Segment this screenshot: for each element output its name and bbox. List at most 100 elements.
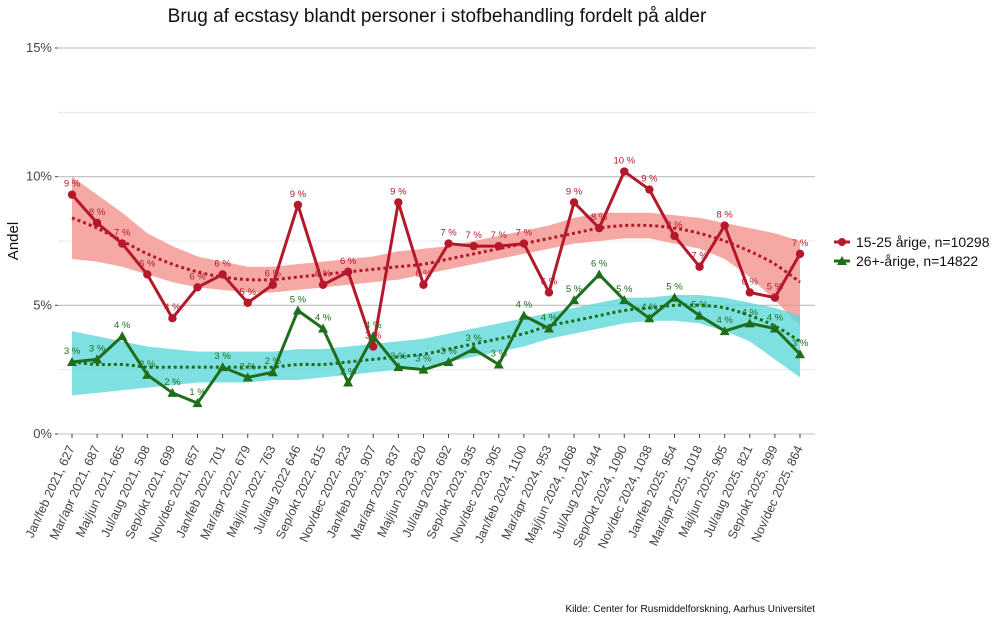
confidence-band bbox=[72, 295, 800, 396]
data-label: 3 % bbox=[491, 349, 508, 360]
data-label: 6 % bbox=[189, 271, 206, 282]
data-point bbox=[745, 288, 754, 297]
data-point bbox=[268, 280, 278, 289]
data-label: 4 % bbox=[315, 312, 332, 323]
data-point bbox=[493, 359, 504, 369]
data-point bbox=[394, 198, 403, 207]
confidence-bands bbox=[72, 176, 800, 396]
data-point bbox=[543, 323, 554, 333]
data-point bbox=[795, 349, 805, 359]
data-point bbox=[343, 377, 354, 387]
series-line bbox=[70, 170, 802, 349]
data-label: 5 % bbox=[566, 284, 583, 295]
data-point bbox=[167, 387, 178, 397]
data-label: 7 % bbox=[465, 230, 482, 241]
data-label: 4 % bbox=[114, 320, 131, 331]
data-label: 4 % bbox=[641, 302, 658, 313]
data-point bbox=[292, 305, 303, 315]
data-label: 3 % bbox=[89, 343, 106, 354]
legend-label: 15-25 årige, n=10298 bbox=[856, 234, 990, 250]
data-label: 3 % bbox=[365, 331, 382, 342]
data-label: 3 % bbox=[64, 346, 81, 357]
data-label: 4 % bbox=[717, 315, 734, 326]
data-point bbox=[393, 362, 404, 372]
data-point bbox=[143, 270, 152, 279]
data-point bbox=[343, 267, 353, 277]
data-point bbox=[670, 231, 679, 241]
y-axis-ticks: 0% 5% 10% 15% bbox=[26, 40, 58, 441]
data-label: 7 % bbox=[440, 228, 457, 239]
data-label: 2 % bbox=[340, 367, 357, 378]
data-label: 4 % bbox=[365, 320, 382, 331]
data-label: 9 % bbox=[390, 186, 407, 197]
data-point bbox=[744, 318, 755, 328]
series-lines bbox=[67, 167, 805, 408]
data-label: 8 % bbox=[89, 207, 106, 218]
data-label: 10 % bbox=[613, 156, 635, 167]
data-label: 3 % bbox=[214, 351, 231, 362]
data-point bbox=[118, 239, 127, 248]
data-label: 2 % bbox=[240, 361, 257, 372]
data-point bbox=[644, 313, 655, 323]
data-point bbox=[243, 298, 252, 307]
data-point bbox=[594, 223, 604, 233]
data-point bbox=[694, 310, 705, 320]
data-label: 6 % bbox=[415, 269, 432, 280]
data-point bbox=[569, 295, 580, 305]
y-tick-label: 0% bbox=[33, 426, 52, 441]
data-label: 3 % bbox=[390, 351, 407, 362]
data-point bbox=[645, 185, 654, 194]
data-point bbox=[117, 331, 128, 341]
data-label: 8 % bbox=[717, 210, 734, 221]
data-point bbox=[544, 288, 554, 297]
data-point bbox=[193, 283, 202, 292]
data-label: 6 % bbox=[214, 258, 231, 269]
data-point bbox=[519, 239, 529, 248]
data-label: 6 % bbox=[139, 258, 156, 269]
data-point bbox=[594, 269, 605, 279]
data-point bbox=[168, 314, 177, 323]
data-point bbox=[92, 218, 102, 228]
data-label: 6 % bbox=[541, 276, 558, 287]
data-label: 8 % bbox=[666, 220, 683, 231]
data-point bbox=[770, 293, 780, 302]
data-point bbox=[468, 344, 479, 354]
data-point bbox=[695, 262, 704, 271]
data-label: 6 % bbox=[591, 258, 608, 269]
data-label: 5 % bbox=[691, 300, 708, 311]
data-point bbox=[418, 364, 429, 374]
legend-key-marker bbox=[837, 256, 847, 265]
data-point bbox=[293, 200, 303, 210]
data-point bbox=[318, 280, 328, 289]
data-label: 2 % bbox=[265, 356, 282, 367]
trend-lines bbox=[71, 216, 801, 369]
data-point bbox=[620, 167, 629, 176]
data-label: 5 % bbox=[666, 282, 683, 293]
data-label: 7 % bbox=[516, 228, 533, 239]
data-label: 9 % bbox=[64, 179, 81, 190]
trend-line bbox=[71, 216, 801, 284]
data-point bbox=[67, 356, 77, 366]
data-label: 3 % bbox=[465, 333, 482, 344]
y-tick-label: 5% bbox=[33, 297, 52, 312]
data-label: 7 % bbox=[114, 228, 131, 239]
data-label: 5 % bbox=[240, 287, 257, 298]
data-label: 9 % bbox=[566, 186, 583, 197]
data-label: 6 % bbox=[315, 269, 332, 280]
data-label: 4 % bbox=[742, 307, 759, 318]
data-label: 9 % bbox=[641, 174, 658, 185]
data-label: 4 % bbox=[516, 300, 533, 311]
data-point bbox=[444, 239, 453, 248]
data-point bbox=[569, 198, 579, 207]
data-labels: 9 % 8 % 7 % 6 % 4 % 6 % 6 % 5 % 6 % 9 % 6 % 6 % 3 % 9… bbox=[64, 156, 809, 399]
data-point bbox=[142, 369, 153, 379]
legend-label: 26+-årige, n=14822 bbox=[856, 253, 978, 269]
data-label: 4 % bbox=[164, 302, 181, 313]
data-point bbox=[318, 323, 329, 333]
data-point bbox=[242, 372, 253, 382]
data-label: 5 % bbox=[767, 282, 784, 293]
data-label: 9 % bbox=[290, 189, 307, 200]
data-label: 6 % bbox=[265, 269, 282, 280]
data-label: 5 % bbox=[290, 294, 307, 305]
